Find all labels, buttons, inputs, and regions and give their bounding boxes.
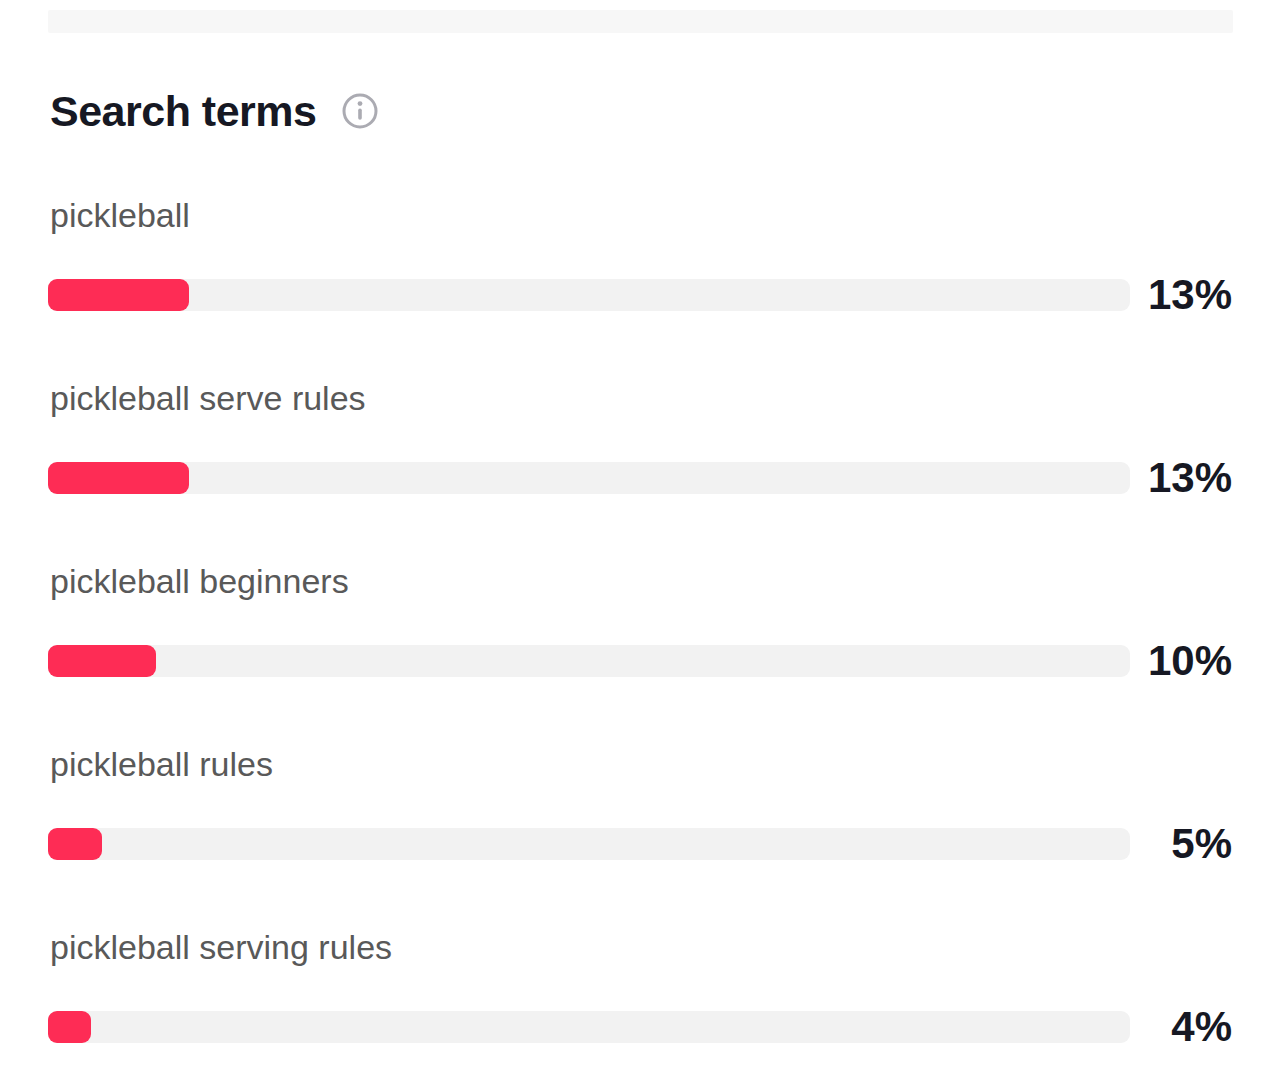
search-term-row: pickleball serve rules 13%: [48, 378, 1232, 499]
search-term-label: pickleball serving rules: [50, 927, 1232, 968]
search-term-row: pickleball beginners 10%: [48, 561, 1232, 682]
search-term-label: pickleball beginners: [50, 561, 1232, 602]
bar-fill: [48, 462, 189, 494]
bar-line: 5%: [48, 823, 1232, 865]
bar-line: 10%: [48, 640, 1232, 682]
search-term-label: pickleball rules: [50, 744, 1232, 785]
bar-line: 13%: [48, 274, 1232, 316]
search-term-label: pickleball: [50, 195, 1232, 236]
search-term-value: 5%: [1130, 823, 1232, 865]
search-term-value: 13%: [1130, 457, 1232, 499]
search-terms-section: Search terms pickleball 13% pickleball s…: [48, 86, 1232, 1048]
info-icon[interactable]: [341, 92, 379, 130]
search-term-value: 10%: [1130, 640, 1232, 682]
section-header: Search terms: [50, 86, 1232, 136]
bar-fill: [48, 828, 102, 860]
bar-track: [48, 828, 1130, 860]
search-term-row: pickleball 13%: [48, 195, 1232, 316]
search-term-value: 13%: [1130, 274, 1232, 316]
bar-fill: [48, 279, 189, 311]
bar-track: [48, 279, 1130, 311]
bar-fill: [48, 1011, 91, 1043]
search-term-row: pickleball serving rules 4%: [48, 927, 1232, 1048]
search-term-label: pickleball serve rules: [50, 378, 1232, 419]
partial-row-above: [48, 10, 1233, 33]
bar-track: [48, 1011, 1130, 1043]
section-title: Search terms: [50, 86, 317, 136]
search-term-row: pickleball rules 5%: [48, 744, 1232, 865]
search-terms-panel: Search terms pickleball 13% pickleball s…: [0, 0, 1280, 1068]
bar-fill: [48, 645, 156, 677]
search-term-value: 4%: [1130, 1006, 1232, 1048]
bar-track: [48, 645, 1130, 677]
bar-line: 13%: [48, 457, 1232, 499]
bar-track: [48, 462, 1130, 494]
bar-line: 4%: [48, 1006, 1232, 1048]
